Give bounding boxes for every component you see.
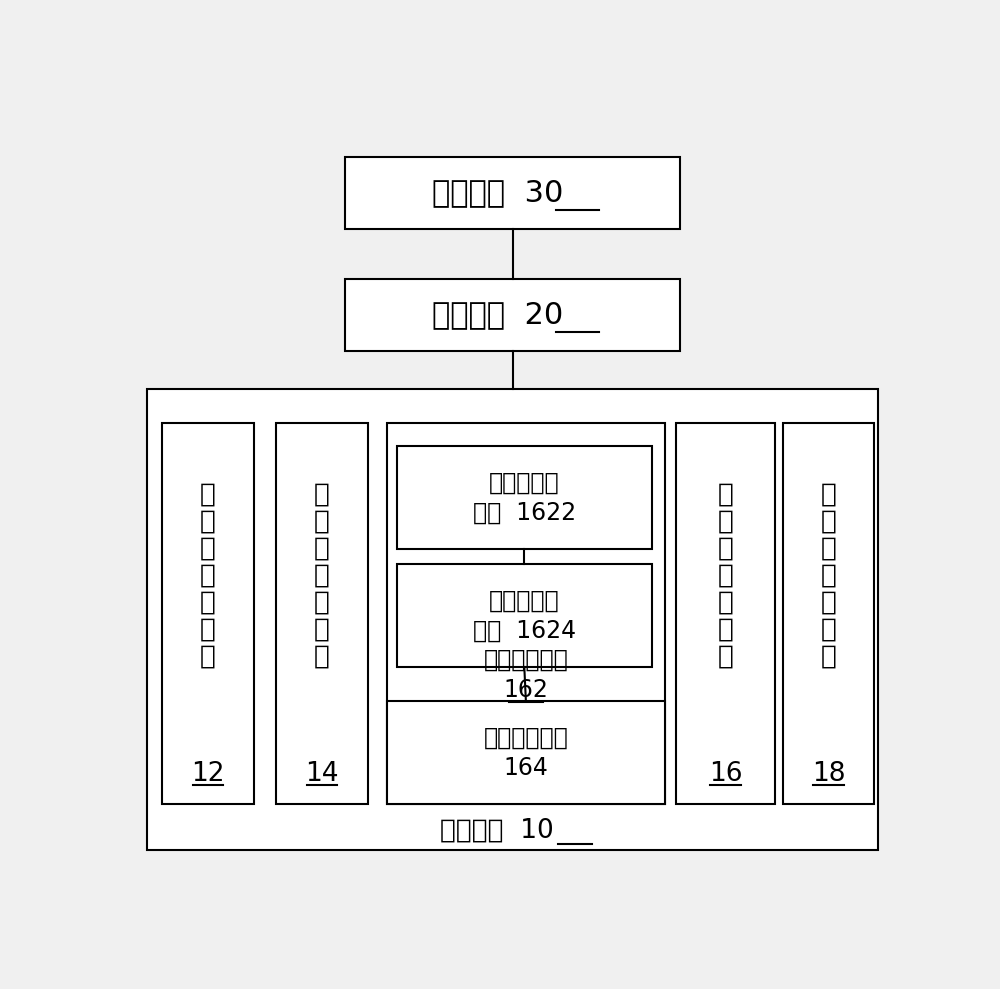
Bar <box>397 446 652 549</box>
Text: 获取模块  10: 获取模块 10 <box>440 818 554 844</box>
Text: 第二确定模块
164: 第二确定模块 164 <box>483 726 568 779</box>
Text: 第
四
获
取
子
模
块: 第 四 获 取 子 模 块 <box>821 482 836 670</box>
Text: 14: 14 <box>305 761 339 786</box>
Text: 16: 16 <box>709 761 742 786</box>
Text: 第
一
获
取
子
模
块: 第 一 获 取 子 模 块 <box>200 482 216 670</box>
Text: 第
二
获
取
子
模
块: 第 二 获 取 子 模 块 <box>314 482 330 670</box>
Text: 第二确定子
模块  1624: 第二确定子 模块 1624 <box>473 588 576 643</box>
Text: 第一确定子
模块  1622: 第一确定子 模块 1622 <box>473 471 576 524</box>
Text: 第
三
获
取
子
模
块: 第 三 获 取 子 模 块 <box>718 482 734 670</box>
Bar <box>387 701 665 804</box>
Bar <box>676 423 775 804</box>
Text: 第一确定模块: 第一确定模块 <box>483 648 568 672</box>
Bar <box>276 423 368 804</box>
Bar <box>387 423 665 804</box>
Bar <box>783 423 874 804</box>
Text: 18: 18 <box>812 761 845 786</box>
Bar <box>397 564 652 667</box>
Bar <box>345 279 680 351</box>
Text: 162: 162 <box>503 677 548 702</box>
Text: 控制模块  20: 控制模块 20 <box>432 301 563 329</box>
Text: 计算模块  30: 计算模块 30 <box>432 178 563 208</box>
Bar <box>345 157 680 229</box>
Bar <box>162 423 254 804</box>
Bar <box>147 389 878 850</box>
Text: 12: 12 <box>191 761 225 786</box>
